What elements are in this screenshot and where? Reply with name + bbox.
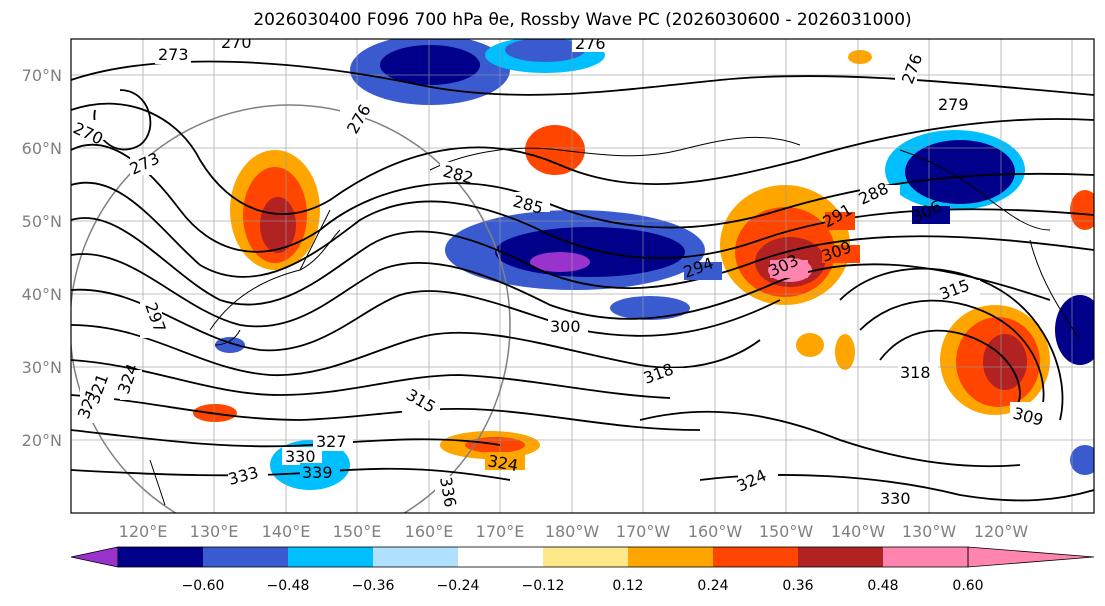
colorbar-tick-label: −0.60 — [182, 578, 225, 594]
lon-label: 130°W — [902, 522, 957, 541]
lat-label: 30°N — [22, 358, 62, 377]
contour-label: 273 — [158, 45, 189, 64]
colorbar-tick-label: 0.36 — [782, 578, 813, 594]
longitude-labels: 120°E 130°E 140°E 150°E 160°E 170°E 180°… — [119, 522, 1029, 541]
lat-label: 60°N — [22, 139, 62, 158]
lon-label: 130°E — [190, 522, 239, 541]
contour-label: 327 — [316, 432, 347, 451]
colorbar-segment — [713, 547, 798, 567]
lon-label: 150°E — [333, 522, 382, 541]
colorbar-tick-label: 0.48 — [867, 578, 898, 594]
lat-label: 40°N — [22, 285, 62, 304]
lon-label: 140°W — [831, 522, 886, 541]
contour-label: 276 — [575, 34, 606, 53]
colorbar-tick-label: 0.60 — [952, 578, 983, 594]
graticule — [71, 39, 1094, 513]
lon-label: 160°W — [688, 522, 743, 541]
contour-labels: 273 270 276 276 279 270 273 276 282 285 … — [71, 33, 1050, 512]
lon-label: 160°E — [405, 522, 454, 541]
colorbar-segment — [288, 547, 373, 567]
lat-label: 20°N — [22, 431, 62, 450]
coastlines — [149, 136, 1081, 506]
lon-label: 120°W — [974, 522, 1029, 541]
lat-label: 70°N — [22, 66, 62, 85]
contour-label: 330 — [285, 447, 316, 466]
colorbar-left-extend — [70, 546, 119, 568]
lon-label: 170°W — [616, 522, 671, 541]
map-title: 2026030400 F096 700 hPa θe, Rossby Wave … — [253, 10, 912, 30]
colorbar-segment — [798, 547, 883, 567]
highlight-circle — [71, 104, 511, 513]
map-plot-area: 273 270 276 276 279 270 273 276 282 285 … — [71, 33, 1094, 513]
theta-e-contours — [71, 60, 1094, 502]
lat-label: 50°N — [22, 212, 62, 231]
contour-label: 330 — [880, 489, 911, 508]
colorbar-segment — [118, 547, 203, 567]
lon-label: 150°W — [759, 522, 814, 541]
lon-label: 180°W — [545, 522, 600, 541]
colorbar-segment — [628, 547, 713, 567]
lon-label: 120°E — [119, 522, 168, 541]
colorbar-tick-label: −0.48 — [267, 578, 310, 594]
contour-label: 339 — [302, 463, 333, 482]
colorbar-segment — [458, 547, 543, 567]
colorbar-segment — [883, 547, 968, 567]
contour-label: 279 — [938, 95, 969, 114]
map-frame — [70, 38, 1095, 514]
latitude-labels: 70°N 60°N 50°N 40°N 30°N 20°N — [22, 66, 62, 450]
lon-label: 170°E — [476, 522, 525, 541]
colorbar-segment — [203, 547, 288, 567]
lon-label: 140°E — [262, 522, 311, 541]
contour-label: 270 — [221, 33, 252, 52]
colorbar-tick-label: −0.36 — [352, 578, 395, 594]
colorbar-segment — [373, 547, 458, 567]
colorbar-segment — [543, 547, 628, 567]
colorbar-tick-label: 0.12 — [612, 578, 643, 594]
colorbar: −0.60 −0.48 −0.36 −0.24 −0.12 0.12 0.24 … — [70, 546, 1095, 594]
colorbar-tick-label: −0.24 — [437, 578, 480, 594]
colorbar-tick-label: 0.24 — [697, 578, 728, 594]
contour-label: 300 — [550, 317, 581, 336]
contour-label: 318 — [900, 363, 931, 382]
colorbar-tick-label: −0.12 — [522, 578, 565, 594]
colorbar-right-extend — [967, 546, 1095, 568]
anomaly-shading — [193, 39, 1094, 490]
